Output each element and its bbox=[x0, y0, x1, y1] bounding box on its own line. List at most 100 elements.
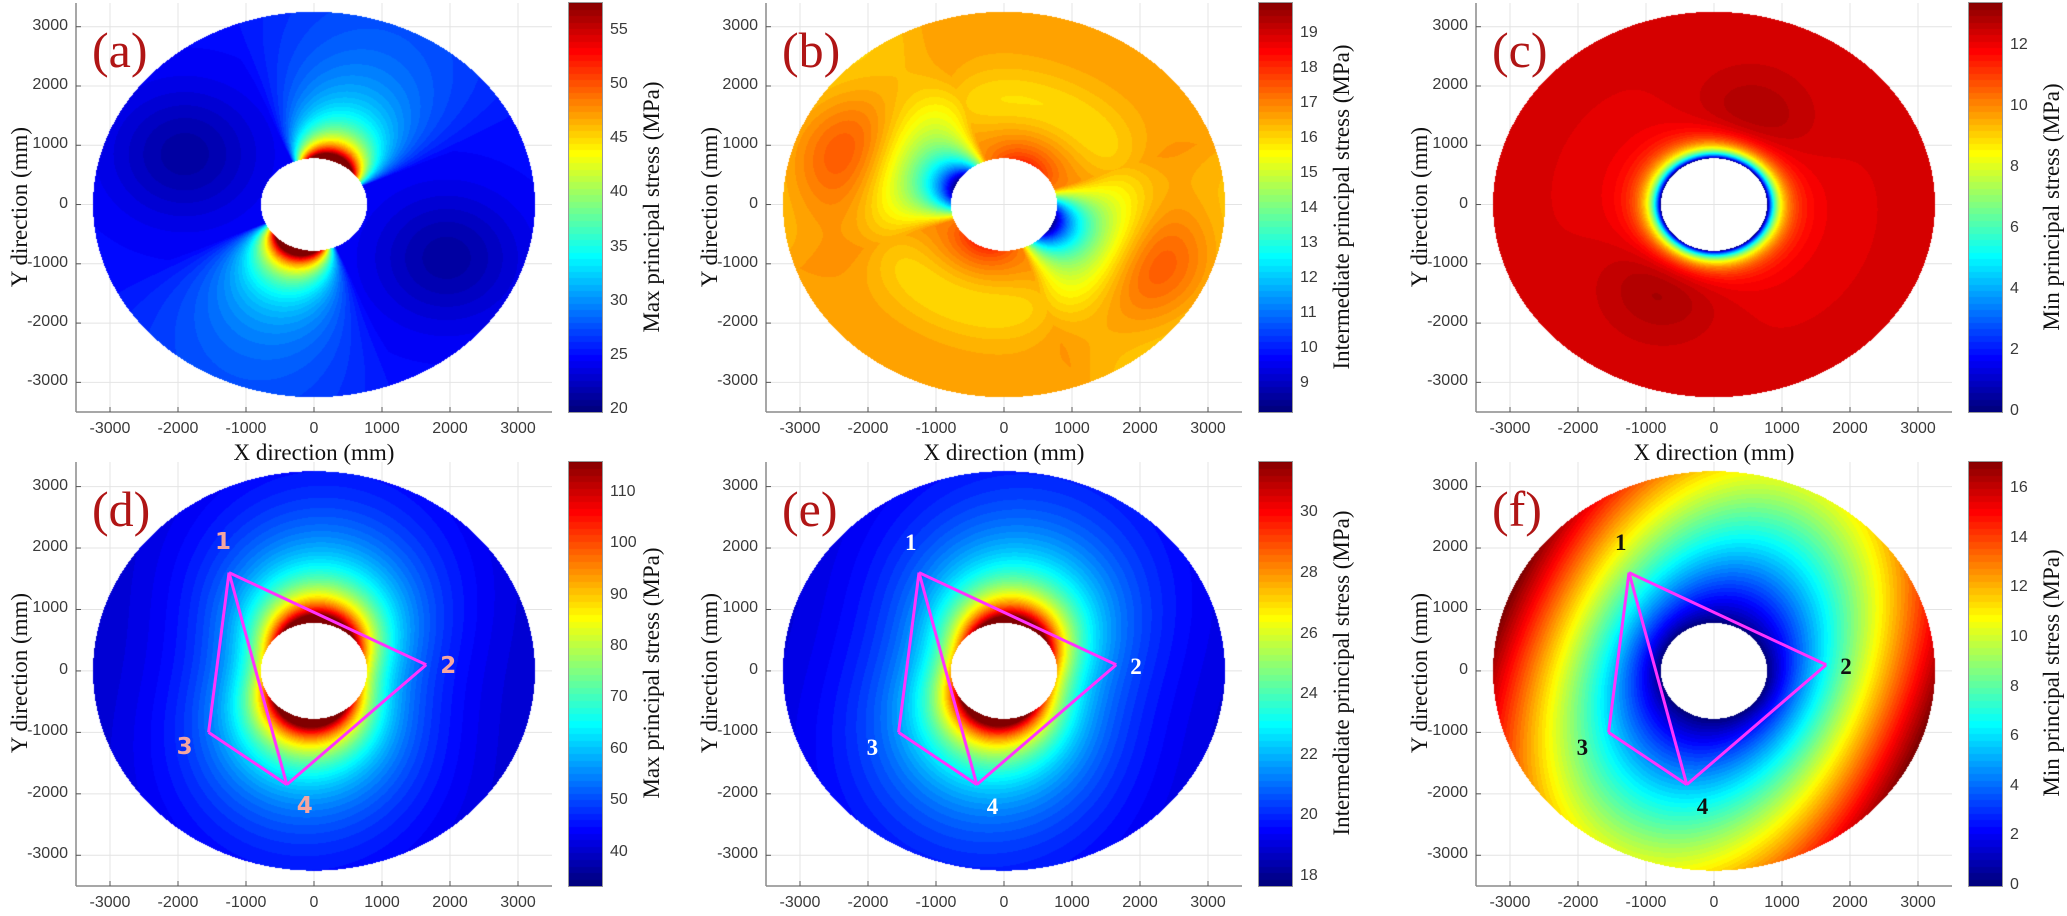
colorbar-tick-label: 40 bbox=[610, 183, 628, 201]
colorbar-tick-label: 20 bbox=[1300, 806, 1318, 824]
y-tick-label: -1000 bbox=[27, 722, 68, 740]
panel-b: (b) -3000 -2000 -1000 0 1000 2000 3000 -3000 -200… bbox=[690, 0, 1357, 916]
panel-a: (a) -3000 -2000 -1000 0 1000 2000 3000 -3000 -200… bbox=[0, 0, 667, 916]
panel-label: (e) bbox=[782, 481, 838, 537]
stress-field-heatmap bbox=[766, 3, 1242, 412]
x-tick-label: 0 bbox=[309, 420, 319, 437]
x-axis-label: X direction (mm) bbox=[1633, 440, 1795, 465]
colorbar-tick-label: 110 bbox=[610, 482, 636, 500]
y-tick-label: 3000 bbox=[32, 16, 68, 34]
polygon-edge bbox=[1607, 572, 1631, 733]
point-label: 1 bbox=[905, 529, 917, 555]
colorbar-tick-label: 24 bbox=[1300, 685, 1318, 703]
y-axis-label: Y direction (mm) bbox=[1407, 592, 1432, 754]
colorbar bbox=[1968, 461, 2003, 887]
x-tick-label: -3000 bbox=[779, 894, 821, 911]
x-tick-label: -3000 bbox=[89, 894, 131, 911]
y-tick-label: -3000 bbox=[27, 845, 68, 863]
y-tick-label: 1000 bbox=[722, 135, 758, 153]
point-label: 3 bbox=[176, 734, 193, 761]
x-tick-label: 3000 bbox=[500, 420, 536, 437]
y-tick-label: 2000 bbox=[722, 538, 758, 556]
y-tick-label: 0 bbox=[1459, 194, 1468, 212]
y-tick-label: 1000 bbox=[32, 599, 68, 617]
x-tick-label: -1000 bbox=[225, 894, 267, 911]
panel-label: (c) bbox=[1492, 22, 1548, 78]
y-tick-label: -2000 bbox=[717, 313, 758, 331]
x-tick-label: 3000 bbox=[1900, 894, 1936, 911]
y-tick-label: 2000 bbox=[1432, 538, 1468, 556]
colorbar-tick-label: 90 bbox=[610, 585, 628, 603]
panel-f: 1 2 3 4 (f) -3000 -2000 -1000 0 1000 2000 3000 -3000… bbox=[1400, 0, 2067, 916]
x-tick-label: -2000 bbox=[1557, 894, 1599, 911]
polygon-edge bbox=[207, 731, 288, 786]
y-tick-label: 3000 bbox=[32, 476, 68, 494]
x-tick-label: 2000 bbox=[1832, 420, 1868, 437]
stress-field-heatmap bbox=[1476, 462, 1952, 886]
y-tick-label: 3000 bbox=[722, 16, 758, 34]
colorbar-tick-label: 20 bbox=[610, 399, 628, 417]
x-tick-label: 2000 bbox=[432, 420, 468, 437]
panel-c: (c) -3000 -2000 -1000 0 1000 2000 3000 -3000 -200… bbox=[1400, 0, 2067, 916]
colorbar-label: Max principal stress (MPa) bbox=[639, 547, 664, 799]
colorbar-tick-label: 11 bbox=[1300, 304, 1317, 322]
colorbar-tick-label: 10 bbox=[2010, 628, 2028, 646]
colorbar bbox=[568, 461, 603, 887]
colorbar bbox=[1258, 2, 1293, 413]
x-tick-label: 1000 bbox=[364, 894, 400, 911]
point-label: 2 bbox=[440, 652, 457, 679]
polygon-edge bbox=[975, 663, 1118, 786]
x-tick-label: 1000 bbox=[1054, 420, 1090, 437]
overlay bbox=[207, 492, 602, 854]
colorbar-tick-label: 50 bbox=[610, 791, 628, 809]
y-tick-label: 0 bbox=[749, 194, 758, 212]
panel-label: (a) bbox=[92, 22, 148, 78]
y-axis-label: Y direction (mm) bbox=[697, 592, 722, 754]
colorbar-tick-label: 26 bbox=[1300, 624, 1318, 642]
point-label: 2 bbox=[1130, 653, 1142, 679]
x-tick-label: 0 bbox=[309, 894, 319, 911]
panel-label: (b) bbox=[782, 22, 841, 78]
colorbar-tick-label: 12 bbox=[1300, 269, 1318, 287]
colorbar-tick-label: 55 bbox=[610, 21, 628, 39]
colorbar-tick-label: 2 bbox=[2010, 826, 2019, 844]
colorbar-tick-label: 8 bbox=[2010, 157, 2019, 175]
point-label: 1 bbox=[215, 528, 232, 555]
colorbar-tick-label: 18 bbox=[1300, 866, 1318, 884]
colorbar-tick-label: 13 bbox=[1300, 234, 1318, 252]
colorbar-tick-label: 15 bbox=[1300, 164, 1318, 182]
x-tick-label: -2000 bbox=[847, 894, 889, 911]
y-tick-label: 2000 bbox=[32, 75, 68, 93]
point-label: 4 bbox=[1696, 793, 1709, 819]
y-tick-label: 2000 bbox=[32, 538, 68, 556]
x-tick-label: 1000 bbox=[1764, 420, 1800, 437]
polygon-edge bbox=[897, 731, 978, 786]
colorbar-tick-label: 4 bbox=[2010, 776, 2019, 794]
colorbar-tick-label: 0 bbox=[2010, 402, 2019, 419]
stress-field-heatmap bbox=[766, 462, 1242, 886]
polygon-edge bbox=[285, 663, 428, 786]
colorbar-tick-label: 40 bbox=[610, 842, 628, 860]
colorbar-tick-label: 28 bbox=[1300, 564, 1318, 582]
y-tick-label: 3000 bbox=[722, 476, 758, 494]
y-axis-label: Y direction (mm) bbox=[7, 592, 32, 754]
panel-e: 1 2 3 4 (e) -3000 -2000 -1000 0 1000 2000 3000 -3000… bbox=[690, 0, 1357, 916]
x-tick-label: 0 bbox=[1709, 420, 1719, 437]
y-tick-label: -2000 bbox=[27, 783, 68, 801]
x-axis-label: X direction (mm) bbox=[233, 440, 395, 465]
x-tick-label: 0 bbox=[1709, 894, 1719, 911]
stress-field-heatmap bbox=[76, 3, 552, 412]
colorbar bbox=[1968, 2, 2003, 413]
x-axis-label: X direction (mm) bbox=[923, 440, 1085, 465]
colorbar-tick-label: 10 bbox=[1300, 339, 1318, 357]
x-tick-label: -2000 bbox=[1557, 420, 1599, 437]
point-label: 1 bbox=[1615, 529, 1627, 555]
x-tick-label: 1000 bbox=[1054, 894, 1090, 911]
x-tick-label: -2000 bbox=[157, 420, 199, 437]
colorbar-tick-label: 35 bbox=[610, 237, 628, 255]
x-tick-label: 0 bbox=[999, 894, 1009, 911]
stress-field-heatmap bbox=[76, 462, 552, 886]
colorbar-tick-label: 2 bbox=[2010, 340, 2019, 358]
panel-label: (d) bbox=[92, 481, 151, 537]
